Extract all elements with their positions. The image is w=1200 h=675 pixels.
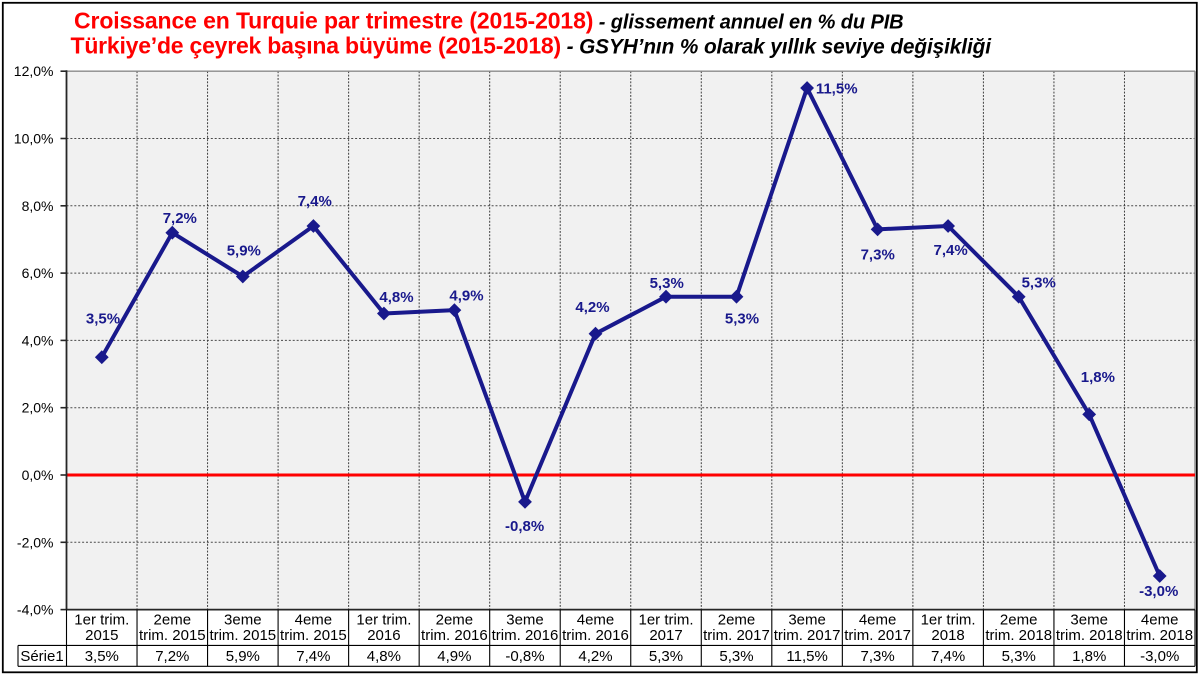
svg-text:11,5%: 11,5% — [786, 648, 827, 665]
svg-text:3eme: 3eme — [788, 612, 826, 629]
svg-text:4,9%: 4,9% — [437, 648, 471, 665]
svg-text:5,9%: 5,9% — [226, 648, 260, 665]
svg-text:-3,0%: -3,0% — [1140, 648, 1179, 665]
svg-text:0,0%: 0,0% — [22, 467, 54, 483]
svg-text:5,3%: 5,3% — [1022, 274, 1056, 291]
svg-text:trim. 2015: trim. 2015 — [139, 627, 206, 644]
svg-text:1,8%: 1,8% — [1081, 369, 1115, 386]
svg-text:Série1: Série1 — [20, 648, 63, 665]
svg-text:4eme: 4eme — [577, 612, 615, 629]
svg-text:2eme: 2eme — [154, 612, 192, 629]
svg-text:-2,0%: -2,0% — [17, 534, 54, 550]
svg-text:5,3%: 5,3% — [1002, 648, 1036, 665]
svg-text:trim. 2015: trim. 2015 — [209, 627, 276, 644]
svg-text:7,2%: 7,2% — [155, 648, 189, 665]
svg-text:12,0%: 12,0% — [14, 63, 54, 79]
svg-text:4,9%: 4,9% — [449, 287, 483, 304]
svg-text:1er trim.: 1er trim. — [356, 612, 411, 629]
svg-text:5,3%: 5,3% — [650, 275, 684, 292]
svg-text:1er trim.: 1er trim. — [638, 612, 693, 629]
svg-text:3eme: 3eme — [1070, 612, 1108, 629]
svg-text:trim. 2016: trim. 2016 — [421, 627, 488, 644]
svg-text:-0,8%: -0,8% — [505, 518, 544, 535]
svg-text:8,0%: 8,0% — [22, 198, 54, 214]
svg-text:-4,0%: -4,0% — [17, 602, 54, 618]
svg-text:2018: 2018 — [931, 627, 964, 644]
svg-text:5,3%: 5,3% — [649, 648, 683, 665]
svg-text:trim. 2015: trim. 2015 — [280, 627, 347, 644]
svg-text:trim. 2017: trim. 2017 — [703, 627, 770, 644]
svg-text:2017: 2017 — [649, 627, 682, 644]
svg-text:3eme: 3eme — [224, 612, 262, 629]
svg-text:7,4%: 7,4% — [298, 193, 332, 210]
svg-text:6,0%: 6,0% — [22, 265, 54, 281]
svg-text:3,5%: 3,5% — [85, 648, 119, 665]
svg-text:7,4%: 7,4% — [931, 648, 965, 665]
svg-text:4,8%: 4,8% — [379, 289, 413, 306]
svg-text:4,2%: 4,2% — [578, 648, 612, 665]
svg-text:4eme: 4eme — [1141, 612, 1179, 629]
svg-text:3,5%: 3,5% — [86, 311, 120, 328]
svg-text:2eme: 2eme — [718, 612, 756, 629]
svg-text:2015: 2015 — [85, 627, 118, 644]
svg-text:1er trim.: 1er trim. — [74, 612, 129, 629]
svg-text:10,0%: 10,0% — [14, 131, 54, 147]
svg-text:trim. 2017: trim. 2017 — [774, 627, 841, 644]
svg-text:1er trim.: 1er trim. — [921, 612, 976, 629]
svg-text:-0,8%: -0,8% — [505, 648, 544, 665]
svg-text:7,3%: 7,3% — [860, 648, 894, 665]
svg-text:Croissance en Turquie par trim: Croissance en Turquie par trimestre (201… — [74, 8, 904, 34]
svg-text:4,2%: 4,2% — [575, 299, 609, 316]
svg-text:5,9%: 5,9% — [227, 242, 261, 259]
svg-text:trim. 2018: trim. 2018 — [1126, 627, 1193, 644]
svg-text:7,4%: 7,4% — [296, 648, 330, 665]
svg-text:11,5%: 11,5% — [816, 81, 858, 98]
svg-text:trim. 2017: trim. 2017 — [844, 627, 911, 644]
svg-text:2eme: 2eme — [436, 612, 474, 629]
svg-text:trim. 2018: trim. 2018 — [985, 627, 1052, 644]
svg-text:4,8%: 4,8% — [367, 648, 401, 665]
svg-text:7,2%: 7,2% — [163, 210, 197, 227]
svg-text:-3,0%: -3,0% — [1139, 583, 1178, 600]
svg-text:2,0%: 2,0% — [22, 400, 54, 416]
svg-text:1,8%: 1,8% — [1072, 648, 1106, 665]
svg-text:4eme: 4eme — [295, 612, 333, 629]
svg-text:trim. 2016: trim. 2016 — [492, 627, 559, 644]
svg-text:5,3%: 5,3% — [719, 648, 753, 665]
svg-text:Türkiye’de çeyrek başına büyüm: Türkiye’de çeyrek başına büyüme (2015-20… — [71, 33, 993, 59]
svg-text:7,4%: 7,4% — [933, 242, 967, 259]
svg-text:3eme: 3eme — [506, 612, 544, 629]
svg-text:4eme: 4eme — [859, 612, 897, 629]
svg-text:5,3%: 5,3% — [725, 311, 759, 328]
svg-text:4,0%: 4,0% — [22, 332, 54, 348]
svg-text:trim. 2016: trim. 2016 — [562, 627, 629, 644]
svg-text:2016: 2016 — [367, 627, 400, 644]
svg-text:2eme: 2eme — [1000, 612, 1038, 629]
svg-text:trim. 2018: trim. 2018 — [1056, 627, 1123, 644]
svg-text:7,3%: 7,3% — [861, 247, 895, 264]
